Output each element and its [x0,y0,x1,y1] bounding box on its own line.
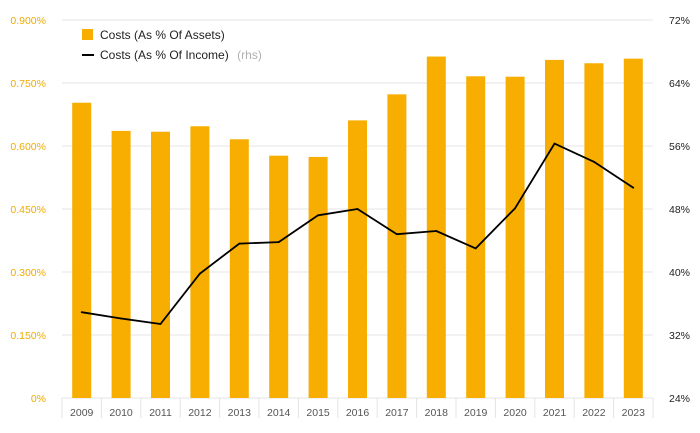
legend-swatch-assets [82,29,93,40]
line-point [80,311,83,314]
bar [545,59,564,399]
bar [505,76,525,398]
y-right-tick-label: 56% [669,141,690,153]
legend-label-rhs: (rhs) [237,48,262,62]
bar-series [72,56,643,399]
bar [426,56,446,398]
bar [269,155,289,398]
x-tick-label: 2012 [188,407,212,419]
line-series [80,142,635,325]
x-tick-label: 2014 [267,407,291,419]
x-tick-label: 2022 [582,407,606,419]
bar [72,102,92,399]
x-tick-label: 2021 [543,407,567,419]
line-point [356,208,359,210]
x-tick-label: 2011 [149,407,172,419]
line-point [317,214,319,217]
bar [151,131,170,398]
x-tick-label: 2018 [425,407,449,419]
line-point [199,272,201,275]
bar [229,139,249,398]
x-tick-label: 2015 [306,407,330,419]
line-point [553,142,556,145]
y-left-tick-label: 0.300% [10,267,46,279]
x-tick-label: 2013 [228,407,252,419]
line-point [159,323,162,325]
line-point [593,160,595,163]
line-point [277,241,280,243]
y-left-tick-label: 0.900% [10,15,46,27]
y-right-tick-label: 48% [669,204,690,216]
x-tick-label: 2009 [70,407,94,419]
bar [584,63,604,398]
legend-label-income: Costs (As % Of Income) [100,48,229,62]
y-right-tick-label: 72% [669,15,690,27]
bar [190,126,210,398]
y-left-tick-label: 0.450% [10,204,46,216]
y-right-tick-label: 24% [669,393,690,405]
x-tick-label: 2023 [622,407,646,419]
x-tick-label: 2017 [385,407,409,419]
y-left-tick-label: 0% [31,393,46,405]
bar [111,130,131,398]
legend: Costs (As % Of Assets) Costs (As % Of In… [82,28,262,63]
y-left-tick-label: 0.150% [10,330,46,342]
y-left-tick-label: 0.600% [10,141,46,153]
bar [348,120,367,398]
line-point [435,230,438,232]
axes: 0% 0.150% 0.300% 0.450% 0.600% 0.750% 0.900% 24… [10,15,690,419]
line-point [120,317,122,320]
line-point [238,242,241,245]
legend-label-assets: Costs (As % Of Assets) [100,28,225,42]
bar [466,76,486,398]
line-point [474,247,477,250]
x-tick-label: 2016 [346,407,370,419]
legend-label-income-group: Costs (As % Of Income) (rhs) [100,46,262,63]
line-point [514,207,516,210]
y-right-tick-label: 32% [669,330,690,342]
bar [623,58,643,398]
y-right-tick-label: 40% [669,267,690,279]
x-tick-label: 2019 [464,407,488,419]
x-tick-label: 2020 [503,407,527,419]
x-tick-label: 2010 [109,407,133,419]
y-right-tick-label: 64% [669,78,690,90]
y-left-tick-label: 0.750% [10,78,46,90]
line-point [396,233,398,236]
bar [308,156,328,398]
line-point [632,186,635,189]
bar [387,94,407,398]
